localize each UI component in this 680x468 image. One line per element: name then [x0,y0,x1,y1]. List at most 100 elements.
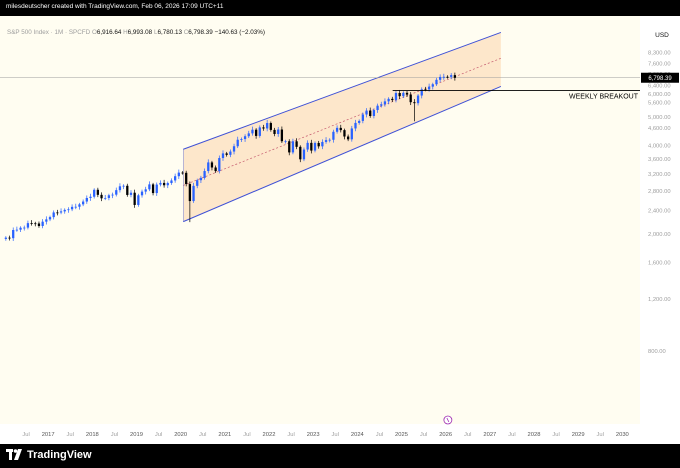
candle-body[interactable] [56,212,59,214]
candle-body[interactable] [424,89,427,91]
candle-body[interactable] [302,149,306,160]
candle-body[interactable] [23,227,26,229]
candle-body[interactable] [151,184,155,194]
candle-body[interactable] [232,146,236,152]
candle-body[interactable] [450,75,453,77]
candle-body[interactable] [346,136,350,140]
candle-body[interactable] [162,182,166,186]
channel-lower-line[interactable] [183,85,502,223]
candle-body[interactable] [254,129,258,136]
candle-body[interactable] [358,120,361,123]
candle-body[interactable] [427,86,431,90]
candle-body[interactable] [240,139,243,140]
candle-body[interactable] [196,180,199,186]
plot-background[interactable] [0,16,640,424]
candle-body[interactable] [369,110,372,117]
candle-body[interactable] [402,92,405,97]
candle-body[interactable] [258,127,261,136]
candle-body[interactable] [93,189,96,197]
price-chart[interactable]: WEEKLY BREAKOUTUSD8,300.007,600.007,000.… [0,16,680,444]
candle-body[interactable] [306,142,309,150]
candle-body[interactable] [118,186,122,191]
candle-body[interactable] [26,223,30,228]
candle-body[interactable] [144,189,147,192]
candle-body[interactable] [122,185,125,187]
candle-body[interactable] [45,219,48,222]
candle-body[interactable] [394,92,398,101]
candle-body[interactable] [339,127,342,131]
candle-body[interactable] [398,92,401,97]
candle-body[interactable] [111,194,114,196]
candle-body[interactable] [335,127,339,132]
candle-body[interactable] [243,136,247,140]
candle-body[interactable] [288,141,291,153]
candle-body[interactable] [170,180,173,184]
candle-body[interactable] [115,190,118,195]
candle-body[interactable] [321,141,324,147]
candle-body[interactable] [273,129,276,134]
candle-body[interactable] [332,131,335,140]
candle-body[interactable] [174,176,177,181]
candle-body[interactable] [203,171,206,178]
candle-body[interactable] [439,76,442,80]
candle-body[interactable] [78,204,81,207]
candle-body[interactable] [251,129,254,134]
candle-body[interactable] [420,89,423,96]
candle-body[interactable] [148,184,151,190]
channel-fill[interactable] [183,32,501,222]
candle-body[interactable] [269,123,272,130]
candle-body[interactable] [413,102,416,104]
candle-body[interactable] [140,191,144,196]
candle-body[interactable] [59,211,63,213]
candle-body[interactable] [409,94,412,103]
candle-body[interactable] [236,139,239,147]
candle-body[interactable] [41,221,44,226]
candle-body[interactable] [229,151,232,155]
candle-body[interactable] [383,101,387,105]
candle-body[interactable] [188,184,192,202]
candle-body[interactable] [81,201,85,205]
candle-body[interactable] [52,212,55,218]
candle-body[interactable] [380,104,383,106]
candle-body[interactable] [104,197,107,199]
candle-body[interactable] [214,167,217,172]
candle-body[interactable] [30,223,33,224]
candle-body[interactable] [4,237,7,239]
candle-body[interactable] [225,153,228,155]
candle-body[interactable] [177,172,180,177]
candle-body[interactable] [387,98,390,102]
candle-body[interactable] [181,172,184,174]
candle-body[interactable] [70,206,74,210]
candle-body[interactable] [166,183,169,186]
candle-body[interactable] [262,127,265,129]
candle-body[interactable] [100,194,103,199]
candle-body[interactable] [63,209,66,212]
candle-body[interactable] [12,230,15,239]
candle-body[interactable] [185,172,188,185]
candle-body[interactable] [74,206,77,208]
candle-body[interactable] [218,158,221,172]
candle-body[interactable] [435,79,438,85]
candle-body[interactable] [210,162,214,168]
candle-body[interactable] [343,130,346,137]
candle-body[interactable] [137,195,140,205]
candle-body[interactable] [431,84,434,87]
candle-body[interactable] [328,139,331,141]
candle-body[interactable] [34,223,37,225]
candle-body[interactable] [446,76,449,78]
candle-body[interactable] [277,129,280,134]
candle-body[interactable] [247,133,250,137]
candle-body[interactable] [405,92,409,95]
candle-body[interactable] [129,192,133,195]
candle-body[interactable] [295,141,298,147]
candle-body[interactable] [48,217,52,220]
candle-body[interactable] [37,223,41,226]
chart-frame[interactable]: WEEKLY BREAKOUTUSD8,300.007,600.007,000.… [0,16,680,444]
candle-body[interactable] [376,105,379,111]
candle-body[interactable] [324,140,328,142]
candle-body[interactable] [291,141,295,153]
candle-body[interactable] [365,110,368,115]
candle-body[interactable] [354,122,357,129]
candle-body[interactable] [15,229,19,231]
candle-body[interactable] [85,197,88,202]
